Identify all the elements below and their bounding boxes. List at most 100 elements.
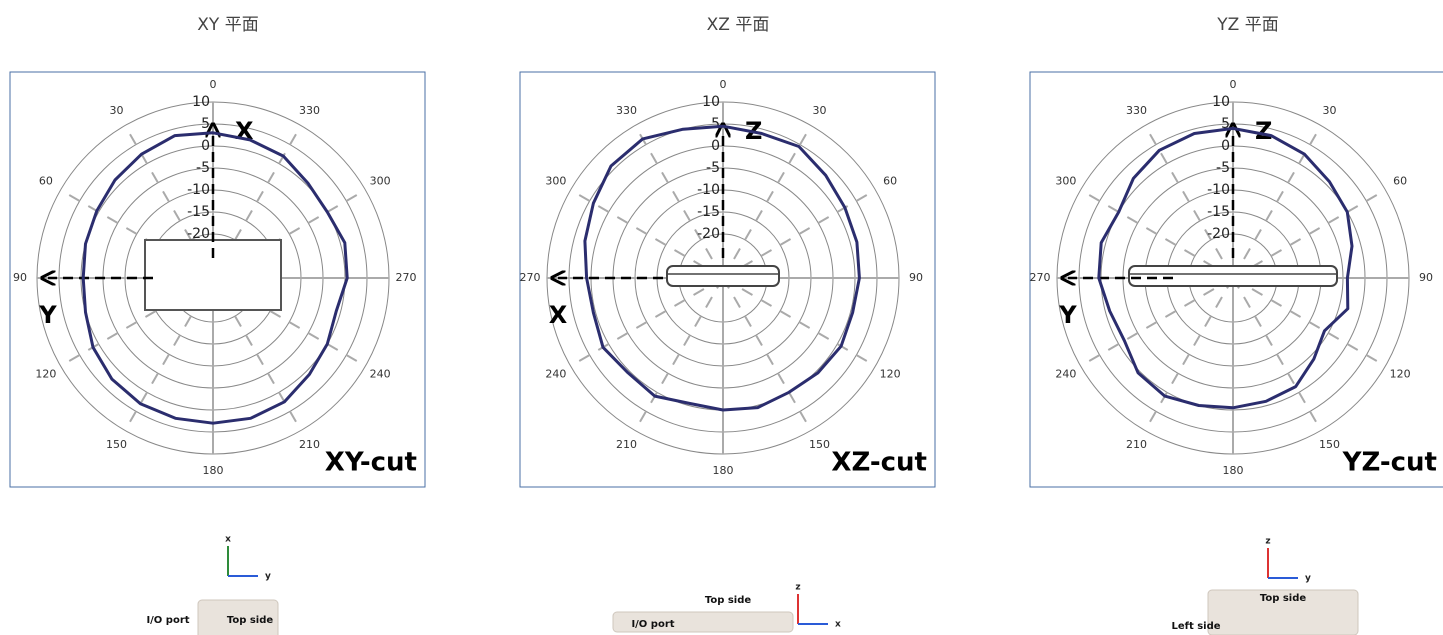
device-photo bbox=[197, 599, 279, 635]
spoke bbox=[570, 277, 724, 367]
angle-label: 30 bbox=[1323, 104, 1337, 117]
radial-tick-label: -10 bbox=[187, 182, 210, 198]
angle-label: 120 bbox=[880, 368, 901, 381]
angle-label: 240 bbox=[1055, 368, 1076, 381]
spoke bbox=[1232, 277, 1322, 431]
radial-tick-label: 10 bbox=[1212, 94, 1230, 110]
radial-tick-label: -15 bbox=[697, 204, 720, 220]
angle-label: 330 bbox=[616, 104, 637, 117]
angle-label: 180 bbox=[1223, 464, 1244, 477]
angle-label: 240 bbox=[545, 368, 566, 381]
angle-label: 180 bbox=[203, 464, 224, 477]
angle-label: 150 bbox=[809, 438, 830, 451]
angle-label: 0 bbox=[210, 78, 217, 91]
spoke bbox=[722, 277, 876, 367]
radial-tick-label: 5 bbox=[201, 116, 210, 132]
cut-label: XZ-cut bbox=[831, 448, 927, 478]
angle-label: 120 bbox=[1390, 368, 1411, 381]
radial-tick-label: 5 bbox=[711, 116, 720, 132]
angle-label: 300 bbox=[1055, 175, 1076, 188]
radial-tick-label: -10 bbox=[1207, 182, 1230, 198]
angle-label: 210 bbox=[299, 438, 320, 451]
radial-tick-label: -5 bbox=[706, 160, 720, 176]
angle-label: 30 bbox=[110, 104, 124, 117]
angle-label: 300 bbox=[370, 175, 391, 188]
radial-tick-label: -15 bbox=[187, 204, 210, 220]
device-label: Top side bbox=[1260, 593, 1307, 604]
angle-label: 90 bbox=[909, 271, 923, 284]
spoke bbox=[634, 125, 724, 279]
angle-label: 330 bbox=[1126, 104, 1147, 117]
radial-tick-label: -5 bbox=[1216, 160, 1230, 176]
angle-label: 60 bbox=[1393, 175, 1407, 188]
radial-tick-label: 0 bbox=[201, 138, 210, 154]
device-photo bbox=[1207, 589, 1359, 635]
pattern-curve bbox=[81, 131, 349, 425]
radial-tick-label: -10 bbox=[697, 182, 720, 198]
radial-tick-label: -20 bbox=[697, 226, 720, 242]
radial-tick-label: 0 bbox=[711, 138, 720, 154]
device-label: Left side bbox=[1171, 621, 1220, 632]
pattern-curve bbox=[583, 124, 861, 412]
device-label: I/O port bbox=[631, 619, 674, 630]
device-label: I/O port bbox=[146, 615, 189, 626]
pattern-curve bbox=[1097, 126, 1354, 410]
spoke bbox=[1232, 277, 1386, 367]
coord-label: x bbox=[225, 535, 231, 545]
spoke bbox=[570, 189, 724, 279]
spoke bbox=[634, 277, 724, 431]
coord-label: z bbox=[795, 583, 800, 593]
cut-label: XY-cut bbox=[325, 448, 417, 478]
device-label: Top side bbox=[227, 615, 274, 626]
angle-label: 270 bbox=[396, 271, 417, 284]
angle-label: 0 bbox=[1230, 78, 1237, 91]
device-photo bbox=[612, 611, 794, 633]
spoke bbox=[1232, 189, 1386, 279]
angle-label: 90 bbox=[13, 271, 27, 284]
coord-label: y bbox=[1305, 574, 1311, 584]
chart-title: YZ 平面 bbox=[1216, 15, 1278, 35]
device bbox=[1128, 265, 1338, 287]
angle-label: 210 bbox=[1126, 438, 1147, 451]
chart-title: XZ 平面 bbox=[707, 15, 770, 35]
angle-label: 120 bbox=[35, 368, 56, 381]
device bbox=[666, 265, 780, 287]
angle-label: 240 bbox=[370, 368, 391, 381]
cut-label: YZ-cut bbox=[1342, 448, 1437, 478]
angle-label: 60 bbox=[883, 175, 897, 188]
spoke bbox=[722, 277, 812, 431]
radial-tick-label: -15 bbox=[1207, 204, 1230, 220]
angle-label: 150 bbox=[106, 438, 127, 451]
axis-label-left: X bbox=[549, 301, 568, 329]
chart-title: XY 平面 bbox=[197, 15, 258, 35]
coord-label: x bbox=[835, 620, 841, 630]
device-label: Top side bbox=[705, 595, 752, 606]
coord-label: z bbox=[1265, 537, 1270, 547]
coord-label: y bbox=[265, 572, 271, 582]
angle-label: 0 bbox=[720, 78, 727, 91]
axis-label-up: Z bbox=[1255, 117, 1272, 145]
spoke bbox=[1144, 277, 1234, 431]
angle-label: 270 bbox=[520, 271, 541, 284]
radial-tick-label: -20 bbox=[1207, 226, 1230, 242]
radial-tick-label: -5 bbox=[196, 160, 210, 176]
radial-tick-label: 0 bbox=[1221, 138, 1230, 154]
axis-label-left: Y bbox=[38, 301, 57, 329]
polar-chart: XZ 平面0306090120150180210240270300330ZX10… bbox=[519, 15, 936, 633]
angle-label: 90 bbox=[1419, 271, 1433, 284]
angle-label: 300 bbox=[545, 175, 566, 188]
spoke bbox=[1232, 125, 1322, 279]
polar-chart: YZ 平面 0 30 60 90 120 150 180 210 240 270 300 330 Z Y 10… bbox=[1029, 15, 1443, 635]
axis-label-left: Y bbox=[1058, 301, 1077, 329]
spoke bbox=[722, 125, 812, 279]
radial-tick-label: 10 bbox=[192, 94, 210, 110]
radial-tick-label: -20 bbox=[187, 226, 210, 242]
spoke bbox=[722, 189, 876, 279]
radial-tick-label: 10 bbox=[702, 94, 720, 110]
angle-label: 180 bbox=[713, 464, 734, 477]
radial-tick-label: 5 bbox=[1221, 116, 1230, 132]
polar-chart: XY 平面0306090120150180210240270300330XY10… bbox=[9, 15, 426, 635]
angle-label: 150 bbox=[1319, 438, 1340, 451]
angle-label: 270 bbox=[1030, 271, 1051, 284]
